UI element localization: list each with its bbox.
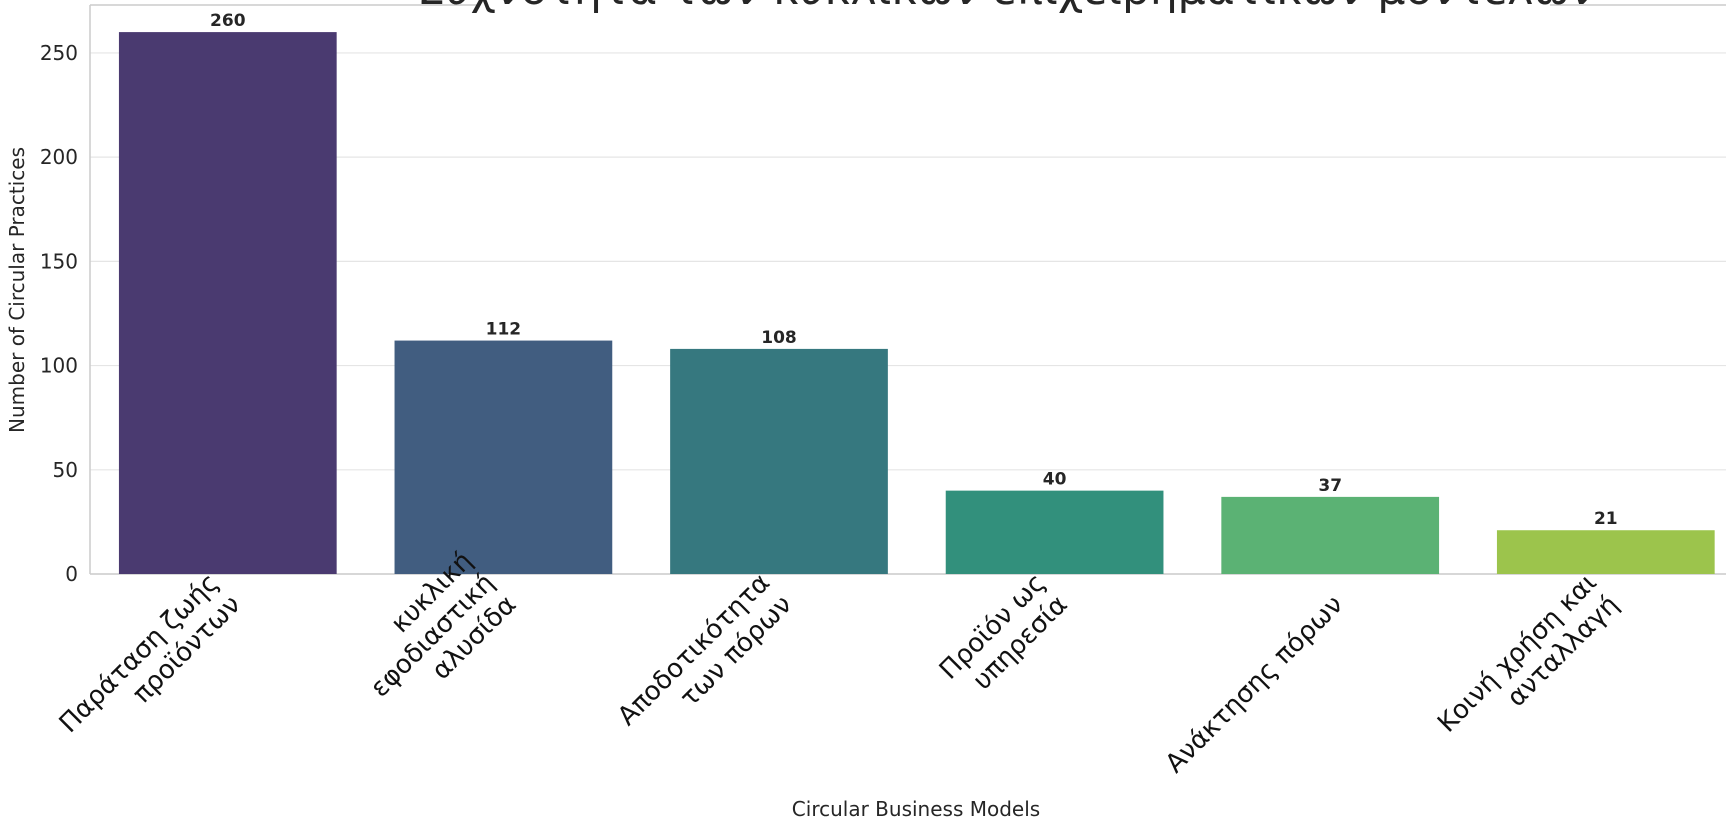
x-axis-label: Circular Business Models bbox=[792, 797, 1040, 818]
bar bbox=[945, 490, 1164, 574]
value-label: 21 bbox=[1594, 509, 1618, 529]
chart-title: Συχνότητα των κυκλικών επιχειρηματικών μ… bbox=[417, 0, 1595, 15]
bar bbox=[1221, 496, 1440, 574]
title-backdrop bbox=[480, 0, 1550, 12]
value-label: 108 bbox=[761, 328, 797, 348]
y-tick-label: 50 bbox=[53, 458, 78, 482]
y-tick-label: 100 bbox=[40, 354, 78, 378]
y-tick-label: 250 bbox=[40, 41, 78, 65]
bar bbox=[394, 340, 613, 574]
value-label: 260 bbox=[210, 11, 246, 31]
y-tick-label: 200 bbox=[40, 145, 78, 169]
value-label: 112 bbox=[486, 320, 522, 340]
y-tick-label: 150 bbox=[40, 249, 78, 273]
bar bbox=[118, 32, 337, 575]
bar bbox=[1496, 530, 1715, 574]
bar bbox=[670, 348, 888, 574]
y-axis-label: Number of Circular Practices bbox=[5, 147, 29, 433]
value-label: 37 bbox=[1318, 476, 1342, 496]
y-tick-label: 0 bbox=[65, 562, 78, 586]
value-label: 40 bbox=[1043, 470, 1067, 490]
